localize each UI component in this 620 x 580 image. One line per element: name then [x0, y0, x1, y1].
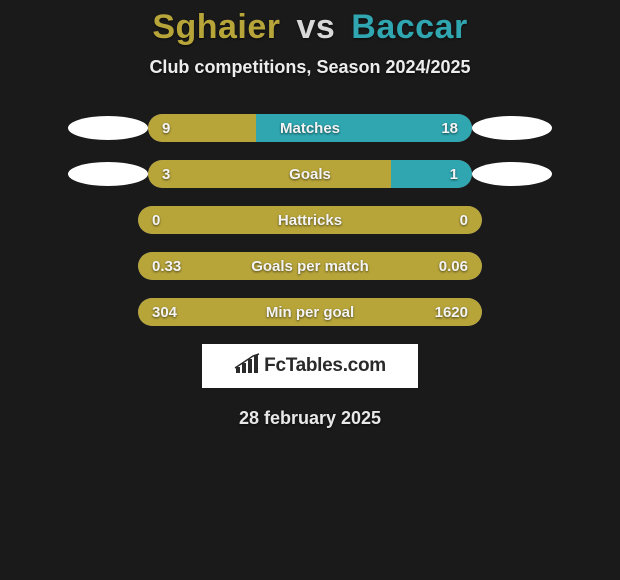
stat-row: 0Hattricks0: [68, 206, 552, 234]
stat-row: 304Min per goal1620: [68, 298, 552, 326]
team-badge-left: [68, 162, 148, 186]
team-badge-right: [472, 162, 552, 186]
stat-value-left: 9: [162, 120, 212, 137]
stat-value-left: 0.33: [152, 258, 202, 275]
bar-chart-icon: [234, 353, 260, 380]
title-left-player: Sghaier: [152, 8, 280, 46]
stat-value-left: 304: [152, 304, 202, 321]
brand-text: FcTables.com: [264, 355, 386, 377]
date-text: 28 february 2025: [0, 408, 620, 429]
stat-bar: 0Hattricks0: [138, 206, 482, 234]
stat-value-left: 3: [162, 166, 212, 183]
stat-value-right: 1: [408, 166, 458, 183]
stat-row: 9Matches18: [68, 114, 552, 142]
stat-value-right: 0.06: [418, 258, 468, 275]
stat-row: 0.33Goals per match0.06: [68, 252, 552, 280]
stat-label: Hattricks: [202, 212, 418, 229]
stat-label: Goals: [212, 166, 408, 183]
stat-rows: 9Matches18 3Goals1 0Hattricks0 0.33Goals pe…: [68, 114, 552, 326]
title-vs: vs: [296, 8, 335, 46]
subtitle: Club competitions, Season 2024/2025: [0, 57, 620, 78]
stat-bar: 304Min per goal1620: [138, 298, 482, 326]
brand-logo-box: FcTables.com: [202, 344, 418, 388]
stat-value-left: 0: [152, 212, 202, 229]
stat-row: 3Goals1: [68, 160, 552, 188]
title-right-player: Baccar: [351, 8, 467, 46]
stat-label: Min per goal: [202, 304, 418, 321]
team-badge-right: [472, 116, 552, 140]
stat-label: Goals per match: [202, 258, 418, 275]
stat-bar: 0.33Goals per match0.06: [138, 252, 482, 280]
stat-value-right: 0: [418, 212, 468, 229]
stat-label: Matches: [212, 120, 408, 137]
stat-value-right: 18: [408, 120, 458, 137]
stat-value-right: 1620: [418, 304, 468, 321]
page-title: Sghaier vs Baccar: [0, 8, 620, 47]
stat-bar: 3Goals1: [148, 160, 472, 188]
comparison-infographic: Sghaier vs Baccar Club competitions, Sea…: [0, 0, 620, 580]
team-badge-left: [68, 116, 148, 140]
stat-bar: 9Matches18: [148, 114, 472, 142]
